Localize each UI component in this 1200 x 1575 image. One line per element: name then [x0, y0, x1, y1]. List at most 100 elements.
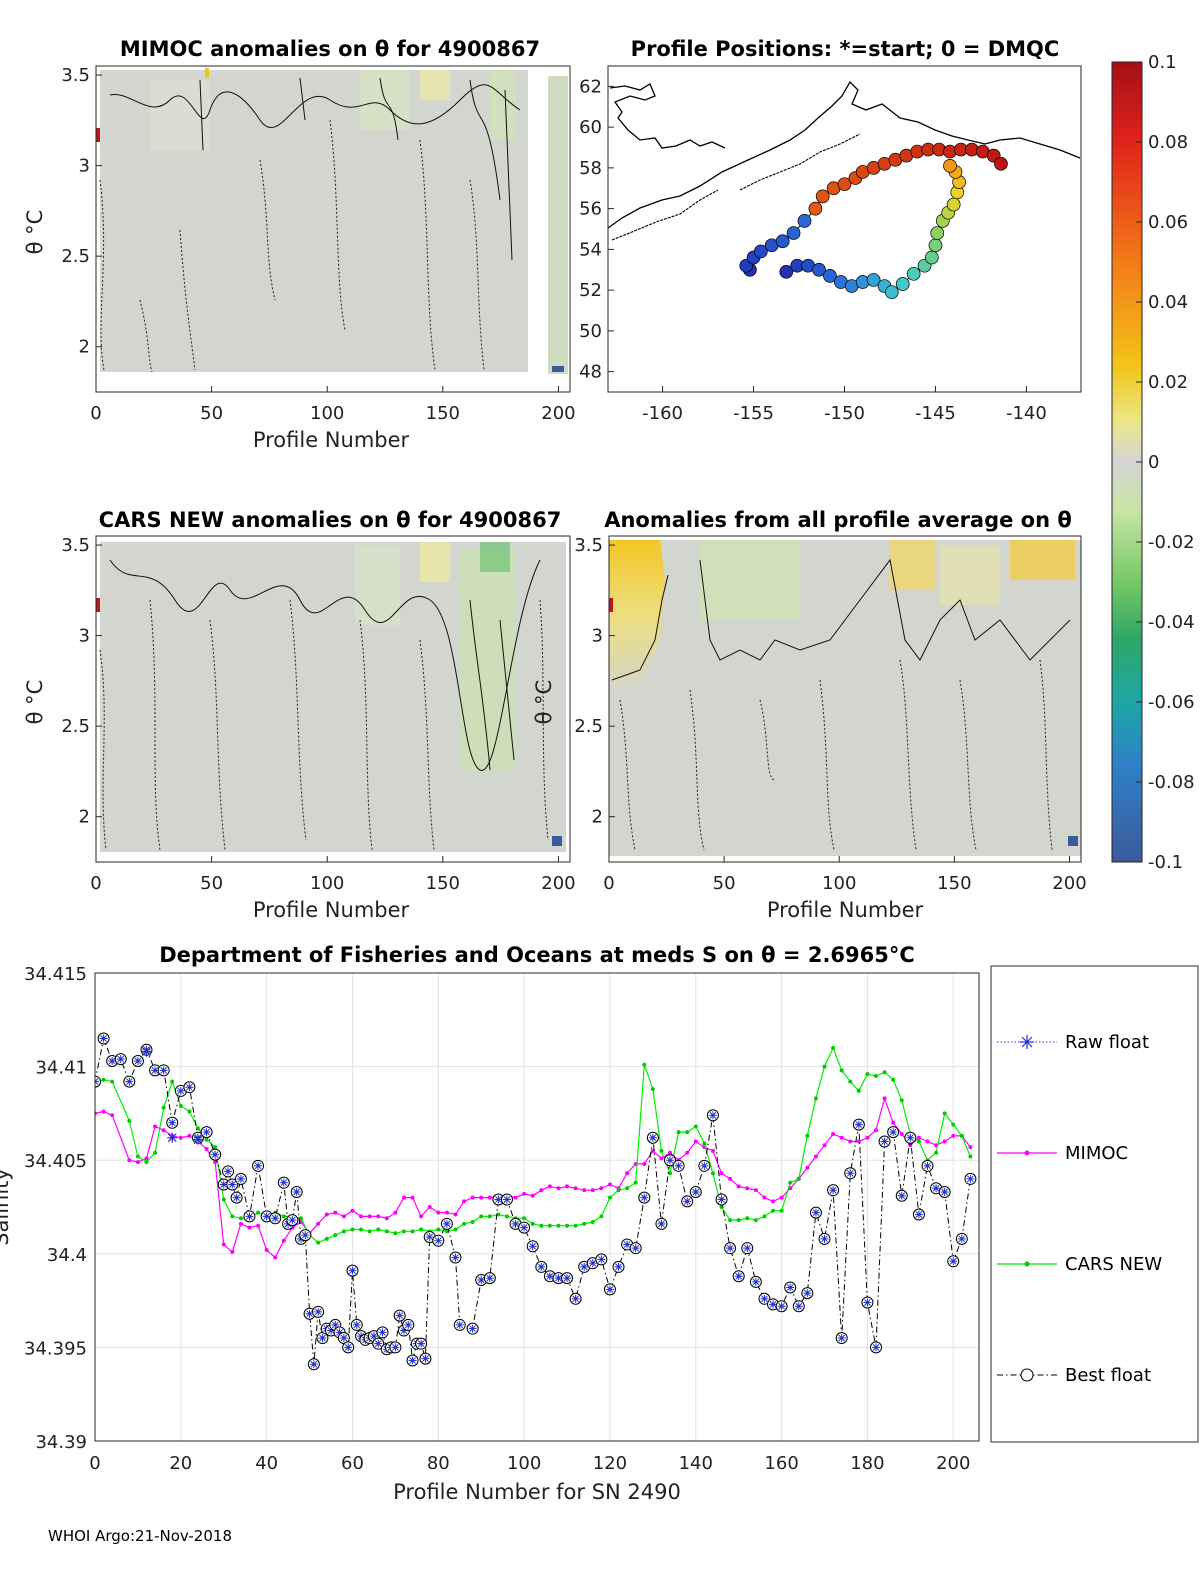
raw-float-star	[846, 1169, 855, 1178]
mimoc-point	[539, 1188, 544, 1193]
cars-point	[187, 1109, 192, 1114]
cars-point	[599, 1214, 604, 1219]
raw-float-star	[957, 1234, 966, 1243]
profile-average-anomaly-panel: Anomalies from all profile average on θ …	[532, 508, 1087, 922]
raw-float-star	[820, 1234, 829, 1243]
raw-float-star	[786, 1283, 795, 1292]
raw-float-star	[378, 1328, 387, 1337]
cars-point	[556, 1223, 561, 1228]
salinity-ytick-label: 34.415	[24, 964, 87, 985]
mimoc-point	[839, 1135, 844, 1140]
cars-point	[470, 1219, 475, 1224]
cars-point	[573, 1223, 578, 1228]
colorbar-tick-label: 0.06	[1148, 212, 1188, 233]
raw-float-star	[571, 1294, 580, 1303]
cars-point	[324, 1236, 329, 1241]
mimoc-point	[376, 1214, 381, 1219]
raw-float-star	[794, 1302, 803, 1311]
mimoc-xtick-label: 50	[200, 403, 223, 424]
cars-point	[101, 1077, 106, 1082]
profile-position-marker	[753, 244, 768, 259]
mimoc-point	[273, 1255, 278, 1260]
legend-item-mimoc: MIMOC	[997, 1143, 1128, 1164]
salinity-xtick-label: 20	[169, 1453, 192, 1474]
mimoc-point	[436, 1210, 441, 1215]
mimoc-point	[487, 1195, 492, 1200]
raw-float-star	[537, 1262, 546, 1271]
cars-point	[135, 1154, 140, 1159]
mimoc-point	[968, 1145, 973, 1150]
colorbar-tick-label: -0.1	[1148, 852, 1183, 873]
mimoc-point	[891, 1120, 896, 1125]
raw-float-star	[640, 1193, 649, 1202]
raw-float-star	[219, 1180, 228, 1189]
profile-position-marker	[994, 156, 1008, 171]
mimoc-point	[762, 1195, 767, 1200]
raw-float-star	[554, 1274, 563, 1283]
mimoc-point	[599, 1186, 604, 1191]
cars-point	[590, 1219, 595, 1224]
salinity-x-axis-label: Profile Number for SN 2490	[393, 1480, 681, 1504]
cars-point	[607, 1195, 612, 1200]
cars-point	[865, 1072, 870, 1077]
mimoc-point	[942, 1139, 947, 1144]
cars-point	[822, 1064, 827, 1069]
mimoc-point	[350, 1208, 355, 1213]
mimoc-point	[178, 1135, 183, 1140]
cars-point	[496, 1212, 501, 1217]
cars-panel-title: CARS NEW anomalies on θ for 4900867	[99, 508, 562, 532]
raw-float-star	[391, 1343, 400, 1352]
legend-item-best-float: Best float	[997, 1365, 1151, 1386]
salinity-xtick-label: 100	[507, 1453, 541, 1474]
cars-point	[805, 1133, 810, 1138]
raw-float-star	[399, 1326, 408, 1335]
mimoc-point	[693, 1139, 698, 1144]
raw-float-star	[344, 1343, 353, 1352]
cars-point	[170, 1079, 175, 1084]
raw-float-star	[125, 1077, 134, 1086]
raw-float-star	[631, 1244, 640, 1253]
colorbar-tick-label: 0	[1148, 452, 1159, 473]
profile-position-marker	[797, 214, 812, 228]
cars-point	[462, 1221, 467, 1226]
legend-item-raw-float: Raw float	[997, 1032, 1149, 1053]
cars-point	[393, 1231, 398, 1236]
mimoc-point	[479, 1195, 484, 1200]
legend-star-icon	[1020, 1035, 1034, 1049]
mimoc-point	[238, 1221, 243, 1226]
profile-position-marker	[786, 226, 801, 240]
legend-label: Best float	[1065, 1365, 1151, 1386]
average-axes-box	[608, 535, 1082, 863]
average-xtick-label: 100	[822, 873, 856, 894]
average-ytick-label: 3	[592, 626, 603, 647]
cars-point	[204, 1137, 209, 1142]
map-panel-title: Profile Positions: *=start; 0 = DMQC	[631, 37, 1060, 61]
mimoc-axis-ticks: 0 50 100 150 200 2 2.5 3 3.5	[61, 65, 575, 424]
raw-float-star	[691, 1188, 700, 1197]
cars-point	[659, 1148, 664, 1153]
cars-point	[213, 1145, 218, 1150]
average-axis-ticks: 0 50 100 150 200 2 2.5 3 3.5	[574, 535, 1086, 894]
salinity-xtick-label: 80	[427, 1453, 450, 1474]
cars-point	[685, 1130, 690, 1135]
cars-point	[256, 1210, 261, 1215]
cars-point	[230, 1214, 235, 1219]
raw-float-star	[769, 1300, 778, 1309]
profile-position-marker	[946, 197, 961, 212]
raw-float-star	[528, 1242, 537, 1251]
cars-point	[178, 1103, 183, 1108]
colorbar-tick-label: 0.1	[1148, 52, 1177, 73]
raw-float-star	[279, 1178, 288, 1187]
profile-position-marker	[884, 285, 899, 300]
mimoc-point	[607, 1182, 612, 1187]
map-ytick-label: 58	[579, 158, 602, 179]
average-xtick-label: 150	[937, 873, 971, 894]
map-ytick-label: 60	[579, 117, 602, 138]
mimoc-point	[899, 1131, 904, 1136]
raw-float-star	[185, 1083, 194, 1092]
raw-float-star	[168, 1118, 177, 1127]
map-xtick-label: -145	[915, 403, 956, 424]
mimoc-point	[916, 1135, 921, 1140]
cars-point	[891, 1077, 896, 1082]
raw-float-star	[949, 1257, 958, 1266]
